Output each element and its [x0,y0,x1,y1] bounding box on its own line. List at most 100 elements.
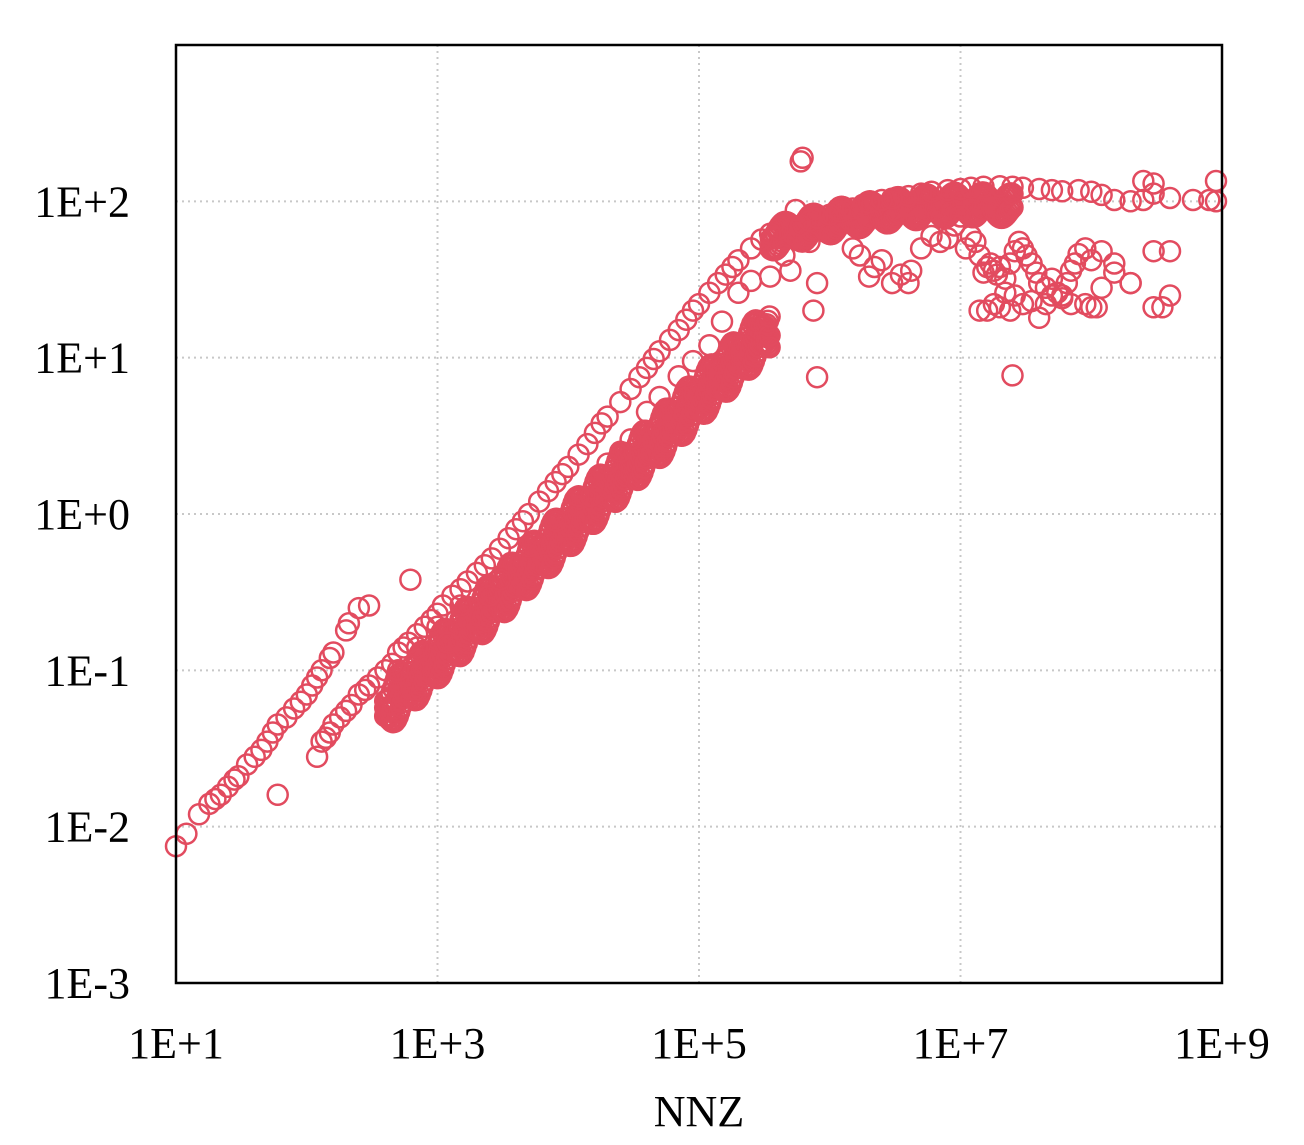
data-point [1119,271,1142,295]
data-point [848,244,872,267]
data-point [609,440,632,464]
data-point [567,484,590,508]
data-point [590,412,613,435]
data-point [999,197,1023,221]
data-point [841,197,865,220]
data-point [988,174,1012,198]
data-point [1080,296,1103,319]
data-point [209,783,233,807]
data-point [511,509,535,533]
data-point [282,697,306,720]
data-point [405,623,429,646]
data-point [266,783,289,807]
data-point [310,659,333,682]
data-point [465,561,489,585]
data-point [1055,271,1079,295]
data-point [473,554,497,577]
data-point [1090,239,1113,263]
data-point [1001,175,1024,198]
data-point [328,706,352,729]
data-point [449,578,472,601]
x-tick-label: 1E+9 [1174,1019,1270,1068]
data-point [544,470,567,494]
data-point [870,188,894,212]
data-point [1103,261,1126,284]
grid [176,45,1222,983]
data-point [386,659,410,682]
data-point [988,296,1012,319]
data-point [347,596,371,620]
data-point [405,636,429,659]
data-point [1050,180,1074,203]
data-point [802,299,825,322]
data-point [909,237,933,260]
data-point [322,713,345,736]
data-point [920,180,943,204]
data-point [766,218,789,241]
data-point [828,200,852,223]
data-point [609,390,632,414]
data-point [1151,296,1174,319]
data-point [314,726,338,750]
data-point [504,517,528,541]
y-tick-label: 1E-3 [44,959,130,1008]
data-point [235,753,259,776]
data-point [353,678,377,702]
data-point [1142,172,1165,195]
x-axis-title: NNZ [654,1087,744,1136]
data-point [305,745,329,769]
data-point [897,184,920,208]
data-point [1158,239,1182,263]
data-point [805,206,829,230]
data-point [897,271,920,295]
data-point [544,509,567,533]
data-point [698,334,721,357]
data-point [784,198,808,222]
data-point [1142,239,1165,263]
x-tick-label: 1E+3 [390,1019,486,1068]
data-point [841,237,865,260]
data-point [805,365,829,389]
data-point [175,822,198,846]
data-point [1090,183,1113,207]
data-point [727,248,750,272]
data-point [870,248,894,272]
data-point [1158,186,1182,210]
data-point [596,405,619,428]
data-point [949,205,972,228]
y-tick-label: 1E-1 [44,646,130,695]
data-point [1040,267,1064,290]
data-point [366,666,390,689]
data-point [392,636,415,659]
data-point [413,615,437,639]
data-point [1001,364,1024,387]
data-point [1074,237,1097,260]
y-tick-label: 1E+1 [34,334,130,383]
data-point [318,646,342,670]
data-point [721,255,744,279]
data-point [334,699,358,723]
data-point [909,182,933,205]
data-point [1090,276,1113,300]
data-point [739,269,763,293]
x-axis-ticks: 1E+1 1E+3 1E+5 1E+7 1E+9 [128,1019,1270,1068]
data-point [436,631,460,655]
plot-area-frame [174,43,1224,985]
x-tick-label: 1E+5 [651,1019,747,1068]
data-point [1027,306,1051,330]
data-point [576,432,599,456]
data-point [773,244,796,267]
data-point [1063,252,1087,275]
data-point [949,177,972,201]
data-point [681,349,705,373]
data-point [975,299,999,322]
data-point [863,255,886,279]
data-point [805,271,829,295]
data-point [1080,180,1103,204]
data-point [791,146,814,170]
data-point [420,608,443,632]
data-point [1011,176,1035,200]
data-point [478,584,501,607]
data-point [818,203,842,227]
data-point [1040,178,1064,202]
